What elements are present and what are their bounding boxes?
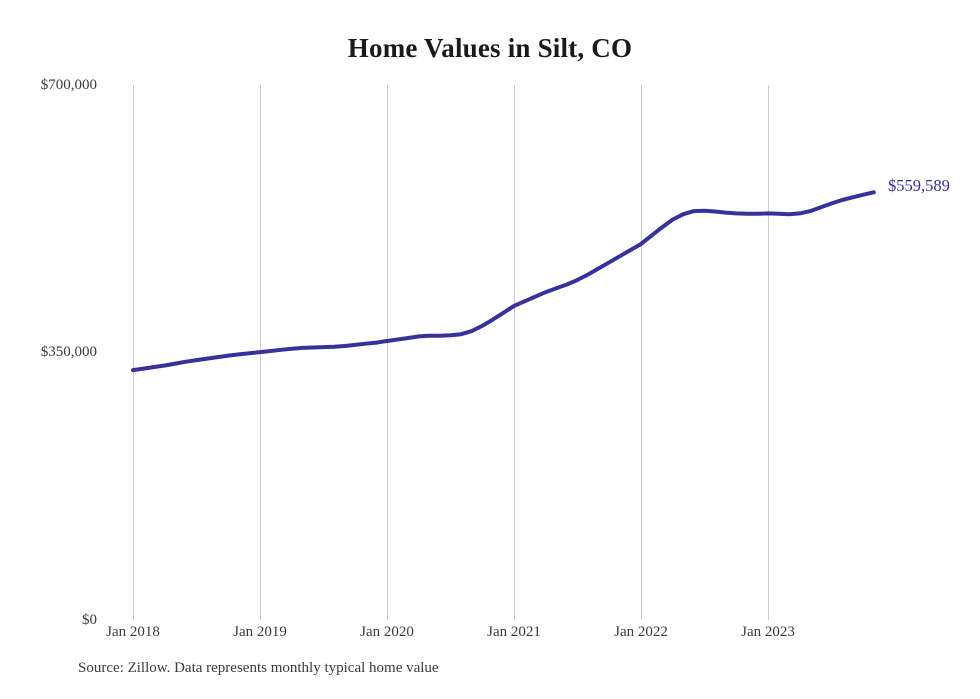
gridline-jan-2021 [514, 85, 515, 620]
gridline-jan-2020 [387, 85, 388, 620]
gridline-jan-2018 [133, 85, 134, 620]
source-note: Source: Zillow. Data represents monthly … [78, 660, 439, 676]
value-line-path [131, 190, 876, 373]
gridline-jan-2023 [768, 85, 769, 620]
x-tick-jan-2020: Jan 2020 [360, 624, 414, 640]
y-tick-0: $0 [82, 612, 97, 628]
final-value-label: $559,589 [888, 176, 950, 195]
y-tick-350000: $350,000 [40, 344, 97, 360]
x-tick-jan-2023: Jan 2023 [741, 624, 795, 640]
x-tick-jan-2021: Jan 2021 [487, 624, 541, 640]
x-tick-jan-2019: Jan 2019 [233, 624, 287, 640]
chart-title: Home Values in Silt, CO [347, 33, 633, 63]
gridline-jan-2022 [641, 85, 642, 620]
y-tick-700000: $700,000 [40, 77, 97, 93]
x-tick-jan-2022: Jan 2022 [614, 624, 668, 640]
x-tick-jan-2018: Jan 2018 [106, 624, 160, 640]
